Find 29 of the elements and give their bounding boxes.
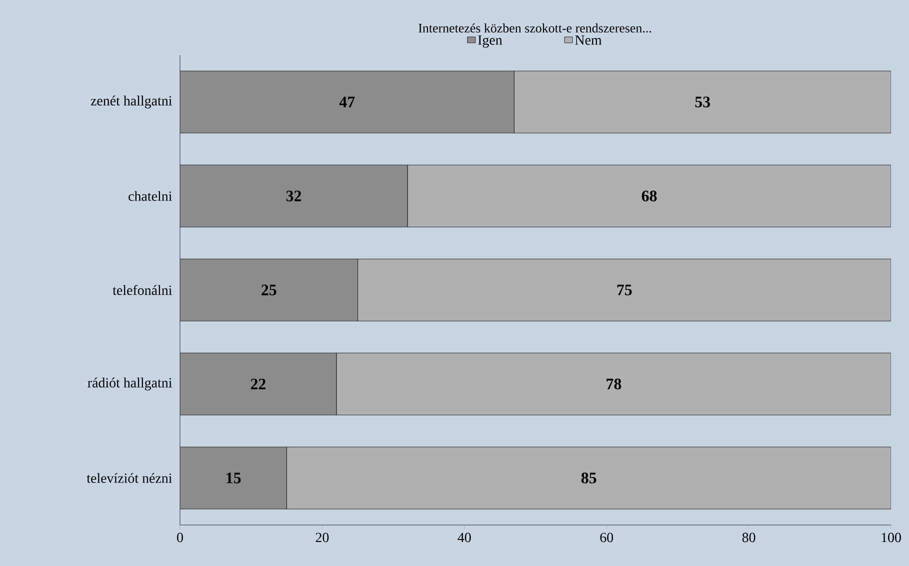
data-label: 15: [226, 472, 241, 484]
bar: [180, 446, 287, 510]
data-label: 85: [581, 472, 596, 484]
bar: [180, 352, 337, 416]
y-tick-label: zenét hallgatni: [90, 96, 172, 108]
bar: [180, 70, 514, 134]
x-tick-label: 80: [742, 532, 756, 542]
data-label: 78: [606, 378, 622, 390]
x-tick-label: 60: [600, 532, 614, 542]
y-tick-label: rádiót hallgatni: [88, 378, 172, 390]
bar: [180, 258, 358, 322]
x-tick-label: 100: [882, 532, 901, 542]
x-tick-label: 40: [458, 532, 471, 542]
data-label: 53: [695, 96, 710, 108]
legend-label: Nem: [575, 35, 602, 45]
data-label: 75: [617, 284, 632, 296]
data-label: 68: [642, 190, 657, 202]
data-label: 32: [286, 190, 302, 202]
legend-label: Igen: [478, 35, 502, 48]
y-tick-label: televíziót nézni: [86, 473, 172, 483]
data-label: 47: [339, 96, 355, 108]
data-label: 22: [250, 378, 266, 390]
bar: [180, 164, 408, 228]
data-label: 25: [262, 284, 276, 296]
chart-title: Internetezés közben szokott-e rendszeresen...: [418, 23, 652, 33]
y-tick-label: telefonálni: [112, 285, 172, 295]
y-tick-label: chatelni: [128, 191, 172, 201]
x-tick-label: 20: [316, 532, 329, 542]
x-tick-label: 0: [177, 532, 183, 542]
